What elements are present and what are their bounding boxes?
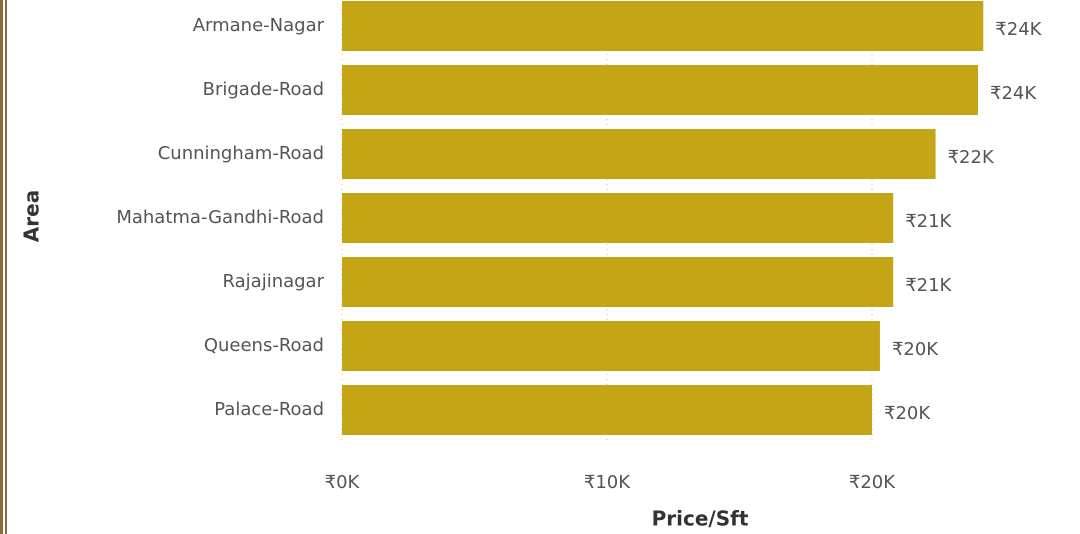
value-label: ₹24K bbox=[995, 19, 1042, 40]
value-label: ₹22K bbox=[948, 147, 995, 168]
border bbox=[0, 0, 3, 534]
y-tick-label: Palace-Road bbox=[214, 399, 324, 420]
y-tick-label: Armane-Nagar bbox=[193, 15, 325, 36]
y-tick-label: Brigade-Road bbox=[203, 79, 324, 100]
bar bbox=[342, 385, 872, 435]
bar bbox=[342, 65, 978, 115]
border bbox=[5, 0, 7, 534]
y-tick-label: Rajajinagar bbox=[223, 271, 325, 292]
bar bbox=[342, 257, 894, 307]
bar bbox=[342, 129, 936, 179]
value-label: ₹20K bbox=[884, 403, 931, 424]
y-tick-label: Mahatma-Gandhi-Road bbox=[116, 207, 324, 228]
y-axis-title: Area bbox=[20, 190, 44, 242]
x-tick-label: ₹0K bbox=[325, 472, 361, 493]
x-tick-label: ₹20K bbox=[849, 472, 896, 493]
x-tick-label: ₹10K bbox=[584, 472, 631, 493]
value-label: ₹21K bbox=[905, 211, 952, 232]
y-tick-label: Cunningham-Road bbox=[158, 143, 324, 164]
x-axis-title: Price/Sft bbox=[652, 507, 749, 531]
value-label: ₹24K bbox=[990, 83, 1037, 104]
bar bbox=[342, 193, 894, 243]
value-label: ₹21K bbox=[905, 275, 952, 296]
y-tick-label: Queens-Road bbox=[204, 335, 324, 356]
bar bbox=[342, 1, 984, 51]
bar bbox=[342, 321, 880, 371]
value-label: ₹20K bbox=[892, 339, 939, 360]
